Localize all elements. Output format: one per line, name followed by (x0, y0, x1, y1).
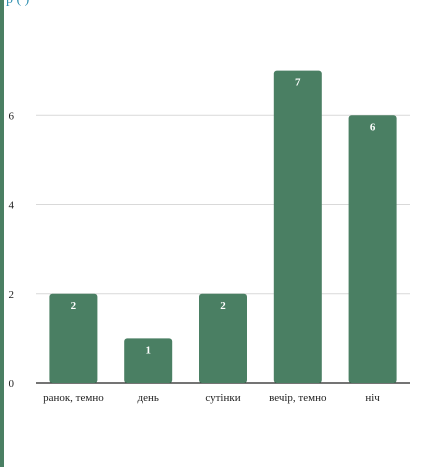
x-category-label: ніч (365, 392, 380, 404)
data-label: 6 (370, 121, 376, 133)
bar-0 (49, 293, 98, 383)
bar-2 (199, 293, 247, 383)
x-category-label: день (138, 392, 159, 404)
y-tick-label: 4 (9, 200, 15, 212)
data-label: 1 (145, 344, 151, 356)
x-category-label: вечір, темно (269, 392, 327, 404)
bar-1 (124, 338, 173, 383)
data-label: 2 (220, 300, 226, 312)
bar-4 (348, 115, 397, 383)
x-category-label: ранок, темно (43, 392, 104, 404)
x-category-label: сутінки (205, 392, 240, 404)
y-tick-label: 0 (9, 378, 15, 390)
y-tick-label: 6 (9, 110, 15, 122)
data-label: 7 (295, 77, 301, 89)
bar-3 (273, 70, 322, 383)
data-label: 2 (71, 300, 77, 312)
chart-caption-partial: p ( ) (6, 0, 29, 8)
left-border-accent (0, 0, 4, 467)
y-tick-label: 2 (9, 289, 15, 301)
